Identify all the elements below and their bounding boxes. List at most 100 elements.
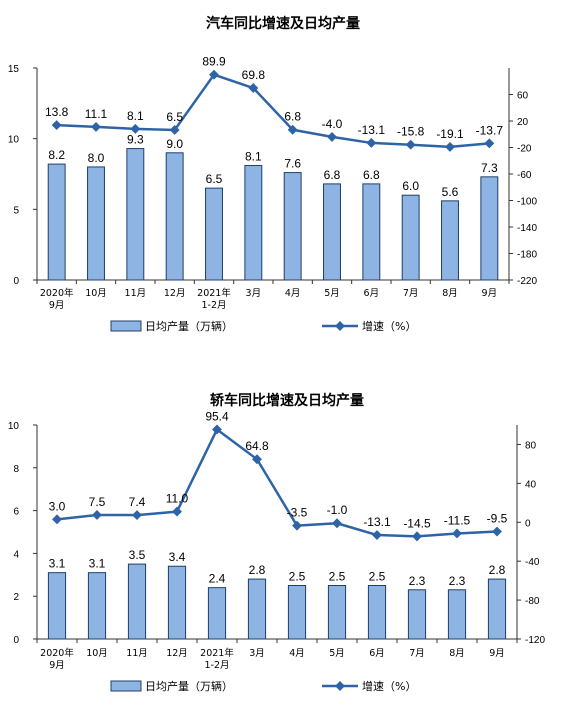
y-left-tick-label: 0 — [13, 276, 19, 287]
y-left-tick-label: 2 — [13, 592, 19, 603]
line-point — [248, 83, 259, 93]
line-point — [484, 138, 495, 149]
bar — [487, 578, 507, 640]
line-data-label: 8.1 — [127, 109, 144, 123]
line-data-label: 95.4 — [205, 409, 229, 423]
x-tick-label: 11月 — [126, 648, 148, 659]
chart-1: 汽车同比增速及日均产量 0 5 10 15 60 20 -20 -60 -100 -140 -180 -… — [8, 15, 538, 333]
line-point — [412, 531, 422, 542]
bar-data-label: 6.5 — [206, 172, 223, 186]
line-data-label: 3.0 — [49, 499, 66, 513]
bar-data-label: 2.3 — [449, 574, 466, 588]
bar-data-label: 2.5 — [369, 570, 386, 584]
bar — [167, 565, 187, 640]
x-tick-label: 8月 — [449, 648, 465, 659]
line-data-label: -9.5 — [487, 512, 508, 526]
bar-data-label: 7.6 — [284, 157, 301, 171]
line-data-label: -1.0 — [327, 503, 348, 517]
legend-line-marker — [335, 681, 345, 691]
x-tick-label: 9月 — [489, 648, 505, 659]
line-data-label: -3.5 — [287, 506, 308, 520]
line-point — [92, 510, 102, 520]
line-point — [130, 123, 141, 134]
x-tick-label: 11月 — [125, 288, 147, 299]
x-tick-label: 10月 — [85, 288, 107, 299]
line-data-label: -4.0 — [322, 117, 343, 131]
x-tick-label: 4月 — [285, 288, 301, 299]
y-left-tick-label: 5 — [13, 205, 19, 216]
bar-data-label: 5.6 — [442, 185, 459, 199]
legend: 日均产量（万辆） 增速（%） — [110, 319, 416, 333]
y-right-tick-label: -40 — [525, 557, 540, 568]
x-tick-label: 2021年 — [200, 647, 234, 659]
line-data-label: -11.5 — [444, 513, 471, 527]
y-right-tick-label: -80 — [525, 596, 540, 607]
bar-data-label: 7.3 — [481, 161, 498, 175]
x-tick-label: 1-2月 — [201, 300, 226, 311]
line-point — [492, 526, 502, 537]
series-line — [56, 73, 490, 149]
y-left-tick-label: 4 — [13, 549, 19, 560]
y-right-tick-label: 80 — [525, 440, 537, 451]
line-data-label: 13.8 — [45, 105, 69, 119]
y-left-tick-label: 8 — [13, 464, 19, 475]
x-tick-label: 12月 — [166, 648, 188, 659]
x-tick-label: 9月 — [49, 300, 65, 311]
bar-data-label: 3.5 — [129, 548, 146, 562]
x-tick-label: 6月 — [369, 648, 385, 659]
bar-data-label: 2.3 — [409, 574, 426, 588]
bar-data-label: 3.1 — [89, 557, 106, 571]
line-data-label: 69.8 — [242, 68, 266, 82]
line-point — [366, 137, 377, 148]
bar — [327, 585, 347, 640]
legend-line-label: 增速（%） — [362, 679, 416, 693]
x-tick-label: 7月 — [409, 648, 425, 659]
bar-data-label: 8.0 — [88, 151, 105, 165]
line-data-label: 7.4 — [129, 495, 146, 509]
chart-title: 轿车同比增速及日均产量 — [210, 392, 364, 409]
x-tick-label: 4月 — [289, 648, 305, 659]
line-data-label: -15.8 — [397, 125, 425, 139]
bar — [283, 172, 302, 281]
x-tick-label: 6月 — [364, 288, 380, 299]
x-tick-label: 12月 — [164, 288, 186, 299]
bar-data-label: 8.1 — [245, 150, 262, 164]
bar-data-label: 6.0 — [402, 179, 419, 193]
line-point — [405, 139, 416, 150]
bar — [441, 200, 459, 281]
bar-data-label: 6.8 — [363, 168, 380, 182]
line-point — [252, 454, 262, 465]
y-left-tick-label: 15 — [8, 64, 20, 75]
y-left-tick-label: 0 — [13, 635, 19, 646]
x-tick-label: 2021年 — [197, 287, 231, 299]
legend-bar-label: 日均产量（万辆） — [145, 319, 233, 333]
y-left-tick-label: 6 — [13, 507, 19, 518]
bar — [165, 152, 184, 281]
legend-bar-swatch — [110, 320, 142, 332]
line-point — [372, 530, 382, 540]
x-tick-label: 3月 — [249, 648, 265, 659]
bar-data-label: 6.8 — [324, 168, 341, 182]
x-tick-label: 5月 — [329, 648, 345, 659]
line-data-label: 11.1 — [85, 107, 108, 121]
bar-data-label: 3.1 — [49, 557, 66, 571]
bar-data-label: 9.3 — [127, 133, 144, 147]
line-data-label: 64.8 — [245, 439, 269, 453]
bar — [447, 589, 467, 640]
line-point — [209, 69, 219, 80]
line-point — [52, 514, 62, 525]
line-data-label: 6.8 — [284, 110, 301, 124]
x-tick-label: 7月 — [403, 288, 419, 299]
bar — [407, 589, 427, 640]
line-point — [452, 528, 462, 539]
legend-bar-label: 日均产量（万辆） — [145, 679, 233, 693]
line-data-label: 11.0 — [166, 492, 189, 506]
line-point — [132, 510, 142, 521]
line-data-label: -13.1 — [358, 123, 386, 137]
legend-line-label: 增速（%） — [362, 319, 416, 333]
line-data-label: 89.9 — [202, 55, 226, 69]
y-right-tick-label: -60 — [517, 170, 532, 181]
bar — [47, 572, 67, 640]
line-point — [51, 120, 62, 131]
